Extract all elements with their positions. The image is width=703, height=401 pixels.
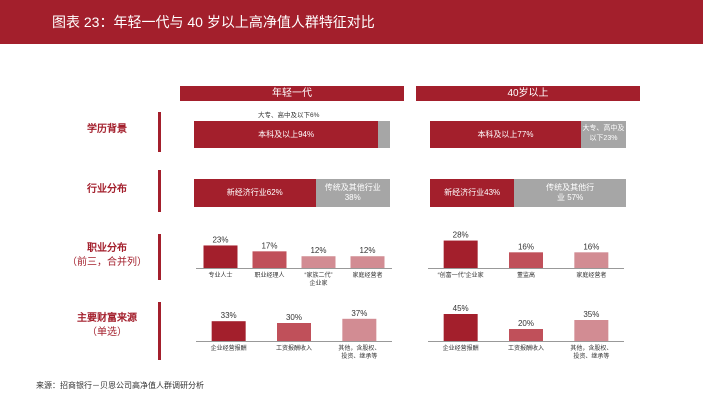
wealth-over40-category-label-2-0: 其他，含股权、 xyxy=(570,344,612,352)
bar-education-young-college xyxy=(378,121,390,148)
occupation-over40-value-label-0: 28% xyxy=(453,231,469,240)
wealth-over40-category-label-0: 企业经营报酬 xyxy=(443,344,479,352)
bar-education-over40-bachelor: 本科及以上77% xyxy=(430,121,581,148)
row-divider-industry xyxy=(158,170,161,212)
bar-education-young-bachelor: 本科及以上94% xyxy=(194,121,379,148)
wealth-young-value-label-1: 30% xyxy=(286,313,302,322)
row-divider-education xyxy=(158,112,161,152)
wealth-young-bar-0 xyxy=(211,321,246,341)
row-label-industry: 行业分布 xyxy=(87,184,127,195)
occupation-over40-bar-1 xyxy=(509,252,543,268)
bar-industry-young-new-economy: 新经济行业62% xyxy=(194,179,316,207)
occupation-over40-category-label-1: 董监高 xyxy=(517,271,535,279)
bar-education-over40-college: 大专、高中及以下23% xyxy=(580,121,626,148)
occupation-over40-bar-2 xyxy=(574,252,609,268)
wealth-young-category-label-2-1: 投资、继承等 xyxy=(341,352,377,360)
occupation-young-category-label-0: 专业人士 xyxy=(208,271,232,279)
occupation-young-value-label-2: 12% xyxy=(310,246,326,255)
wealth-young-value-label-0: 33% xyxy=(221,311,237,320)
row-label-education: 学历背景 xyxy=(87,124,127,135)
occupation-young-bar-2 xyxy=(301,256,336,268)
occupation-young-value-label-1: 17% xyxy=(261,241,277,250)
bar-industry-over40-new-economy: 新经济行业43% xyxy=(430,179,515,207)
label-education-young-college: 大专、高中及以下6% xyxy=(258,112,320,119)
wealth-young-bar-1 xyxy=(277,323,311,341)
occupation-over40-value-label-1: 16% xyxy=(518,242,534,251)
row-divider-occupation xyxy=(158,234,161,280)
occupation-over40-category-label-2: 家庭经营者 xyxy=(576,271,606,279)
occupation-young-bar-3 xyxy=(350,256,385,268)
occupation-over40-category-label-0: “创富一代”企业家 xyxy=(438,271,484,279)
occupation-young-value-label-3: 12% xyxy=(359,246,375,255)
occupation-young-category-label-3: 家庭经营者 xyxy=(352,271,382,279)
row-label-occupation-subtitle: （前三，合并列） xyxy=(67,257,147,268)
occupation-young-category-label-1: 职业经理人 xyxy=(254,271,284,279)
wealth-over40-category-label-1: 工资报酬收入 xyxy=(508,344,544,352)
occupation-young-category-label-2-0: “家族二代” xyxy=(305,271,333,279)
wealth-over40-value-label-1: 20% xyxy=(518,319,534,328)
row-label-wealth-subtitle: （单选） xyxy=(87,327,127,338)
row-label-occupation: 职业分布 （前三，合并列） xyxy=(52,242,162,270)
wealth-young-value-label-2: 37% xyxy=(351,309,367,318)
wealth-young-category-label-1: 工资报酬收入 xyxy=(276,344,312,352)
wealth-over40-category-label-2-1: 投资、继承等 xyxy=(573,352,609,360)
occupation-young-bar-0 xyxy=(203,245,238,268)
wealth-over40-value-label-0: 45% xyxy=(453,304,469,313)
wealth-young-bar-2 xyxy=(342,318,377,341)
occupation-over40-value-label-2: 16% xyxy=(583,242,599,251)
wealth-over40-bar-2 xyxy=(574,320,609,341)
wealth-young-category-label-0: 企业经营报酬 xyxy=(211,344,247,352)
row-divider-wealth xyxy=(158,302,161,360)
figure-title: 图表 23：年轻一代与 40 岁以上高净值人群特征对比 xyxy=(0,0,703,44)
wealth-young-category-label-2-0: 其他，含股权、 xyxy=(338,344,380,352)
occupation-young-category-label-2-1: 企业家 xyxy=(309,279,327,287)
column-header-young: 年轻一代 xyxy=(180,86,404,101)
occupation-young-value-label-0: 23% xyxy=(212,235,228,244)
occupation-young-bar-1 xyxy=(252,251,287,268)
occupation-over40-bar-0 xyxy=(443,240,478,268)
bar-industry-young-traditional: 传统及其他行业 38% xyxy=(315,179,390,207)
source-note: 来源：招商银行－贝恩公司高净值人群调研分析 xyxy=(36,381,204,390)
wealth-over40-bar-1 xyxy=(509,329,543,341)
bar-industry-over40-traditional: 传统及其他行业 57% xyxy=(514,179,626,207)
row-label-wealth-title: 主要财富来源 xyxy=(77,313,137,324)
column-header-over-40: 40岁以上 xyxy=(416,86,640,101)
wealth-over40-bar-0 xyxy=(443,314,478,341)
row-label-wealth: 主要财富来源 （单选） xyxy=(52,312,162,340)
wealth-over40-value-label-2: 35% xyxy=(583,310,599,319)
row-label-occupation-title: 职业分布 xyxy=(87,243,127,254)
